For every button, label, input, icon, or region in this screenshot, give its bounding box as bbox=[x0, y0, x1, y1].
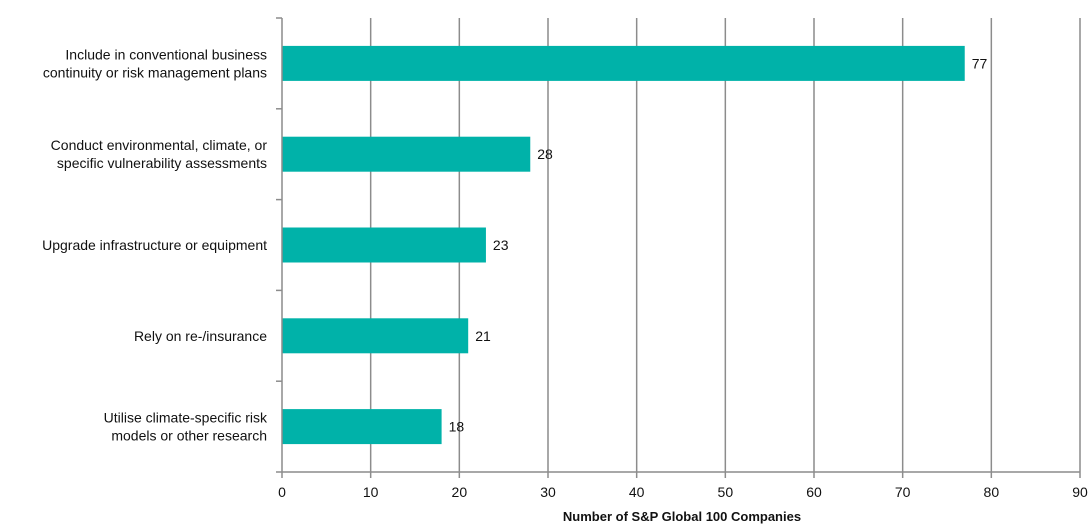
category-label-line: Conduct environmental, climate, or bbox=[51, 137, 268, 153]
category-label-line: specific vulnerability assessments bbox=[57, 155, 267, 171]
bar-0 bbox=[282, 45, 965, 81]
category-label-line: models or other research bbox=[111, 428, 267, 444]
category-label-line: Utilise climate-specific risk bbox=[104, 410, 268, 426]
x-tick-label-40: 40 bbox=[629, 484, 645, 500]
axes bbox=[276, 17, 1081, 478]
category-label-line: continuity or risk management plans bbox=[43, 64, 267, 80]
data-label-2: 23 bbox=[493, 237, 509, 253]
bar-4 bbox=[282, 409, 442, 445]
bar-2 bbox=[282, 227, 486, 263]
data-labels: 77 28 23 21 18 bbox=[449, 55, 988, 434]
x-tick-label-50: 50 bbox=[718, 484, 734, 500]
category-labels: Include in conventional business continui… bbox=[42, 46, 268, 443]
data-label-1: 28 bbox=[537, 146, 553, 162]
category-label-3: Rely on re-/insurance bbox=[134, 328, 267, 344]
category-label-4: Utilise climate-specific risk models or o… bbox=[104, 410, 268, 444]
data-label-3: 21 bbox=[475, 328, 491, 344]
x-tick-label-0: 0 bbox=[278, 484, 286, 500]
bars bbox=[282, 45, 965, 445]
category-label-line: Include in conventional business bbox=[65, 46, 267, 62]
data-label-0: 77 bbox=[972, 55, 988, 71]
x-tick-label-20: 20 bbox=[452, 484, 468, 500]
gridlines bbox=[369, 18, 1081, 472]
bar-3 bbox=[282, 318, 469, 354]
data-label-4: 18 bbox=[449, 419, 465, 435]
x-tick-label-60: 60 bbox=[806, 484, 822, 500]
category-label-line: Upgrade infrastructure or equipment bbox=[42, 237, 267, 253]
category-label-1: Conduct environmental, climate, or specif… bbox=[51, 137, 268, 171]
category-label-0: Include in conventional business continui… bbox=[43, 46, 267, 80]
category-label-2: Upgrade infrastructure or equipment bbox=[42, 237, 267, 253]
x-tick-labels: 0 10 20 30 40 50 60 70 80 90 bbox=[278, 484, 1088, 500]
x-tick-label-70: 70 bbox=[895, 484, 911, 500]
x-tick-label-10: 10 bbox=[363, 484, 379, 500]
x-tick-label-80: 80 bbox=[984, 484, 1000, 500]
x-tick-label-30: 30 bbox=[540, 484, 556, 500]
x-tick-label-90: 90 bbox=[1072, 484, 1088, 500]
x-axis-title: Number of S&P Global 100 Companies bbox=[563, 509, 801, 524]
bar-1 bbox=[282, 136, 531, 172]
category-label-line: Rely on re-/insurance bbox=[134, 328, 267, 344]
